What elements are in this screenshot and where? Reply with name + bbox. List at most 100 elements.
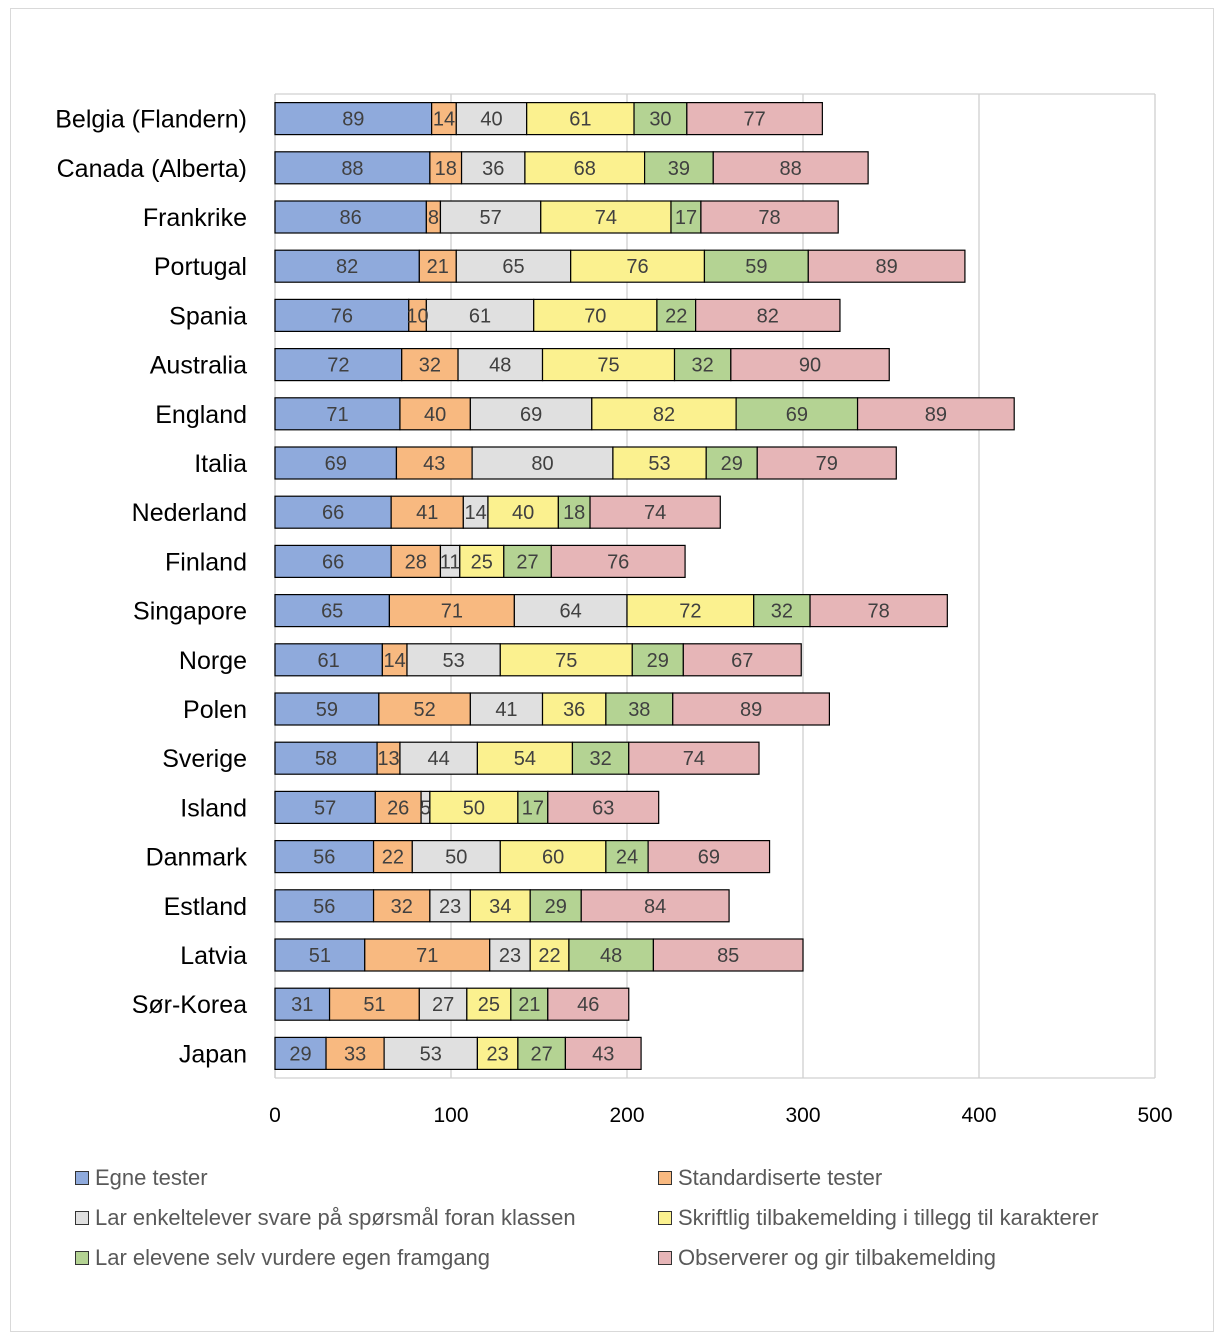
category-label: Sør-Korea	[132, 991, 247, 1019]
data-label: 63	[592, 797, 614, 819]
data-label: 17	[522, 797, 544, 819]
bar-segment	[557, 495, 591, 529]
bar-segment	[631, 643, 684, 677]
legend-label: Lar enkeltelever svare på spørsmål foran…	[95, 1205, 576, 1230]
data-label: 84	[644, 896, 666, 918]
data-label: 32	[771, 601, 793, 623]
category-label: Belgia (Flandern)	[55, 106, 247, 134]
bar-segment	[455, 101, 528, 136]
bar-segment	[383, 1036, 478, 1071]
data-label: 53	[420, 1043, 442, 1065]
legend-label: Skriftlig tilbakemelding i tillegg til k…	[678, 1205, 1099, 1230]
data-label: 32	[391, 896, 413, 918]
data-label: 78	[868, 601, 890, 623]
bar-segment	[809, 593, 948, 628]
bar-segment	[395, 446, 473, 480]
bar-segment	[325, 1036, 385, 1071]
data-label: 78	[758, 207, 780, 229]
bar-segment	[399, 397, 471, 431]
bar-segment	[274, 544, 392, 579]
data-label: 41	[495, 699, 517, 721]
bar-segment	[469, 692, 544, 726]
data-label: 25	[471, 551, 493, 573]
data-label: 71	[326, 404, 348, 426]
category-label: Island	[180, 794, 247, 822]
data-label: 10	[406, 305, 428, 327]
legend-item: Egne tester	[75, 1165, 208, 1191]
bar-segment	[591, 397, 737, 431]
bar-segment	[499, 839, 607, 874]
bar-segment	[274, 643, 383, 677]
bar-segment	[374, 790, 422, 825]
data-label: 69	[698, 847, 720, 869]
data-label: 86	[340, 207, 362, 229]
bar-segment	[682, 643, 802, 677]
data-label: 30	[649, 109, 671, 131]
data-label: 23	[499, 945, 521, 967]
data-label: 59	[745, 256, 767, 278]
data-label: 61	[469, 305, 491, 327]
legend-swatch	[658, 1251, 672, 1265]
data-label: 32	[419, 355, 441, 377]
data-label: 74	[644, 502, 666, 524]
data-label: 89	[342, 109, 364, 131]
bar-segment	[364, 938, 491, 972]
data-label: 41	[416, 502, 438, 524]
legend-label: Standardiserte tester	[678, 1165, 883, 1190]
bar-segment	[503, 544, 552, 579]
legend-label: Observerer og gir tilbakemelding	[678, 1245, 996, 1270]
bar-segment	[670, 200, 702, 234]
bar-segment	[605, 692, 674, 726]
data-label: 65	[321, 601, 343, 623]
bar-segment	[730, 348, 890, 382]
bar-segment	[274, 741, 378, 775]
data-label: 57	[479, 207, 501, 229]
bar-segment	[652, 938, 804, 972]
bar-segment	[476, 741, 574, 775]
data-label: 53	[443, 650, 465, 672]
bar-segment	[753, 593, 811, 628]
bar-segment	[429, 151, 463, 185]
data-label: 29	[647, 650, 669, 672]
bar-segment	[564, 1036, 642, 1071]
data-label: 70	[584, 305, 606, 327]
bar-segment	[476, 1036, 519, 1071]
data-label: 76	[626, 256, 648, 278]
data-label: 27	[432, 994, 454, 1016]
data-label: 53	[648, 453, 670, 475]
data-label: 56	[313, 847, 335, 869]
data-label: 65	[502, 256, 524, 278]
bar-segment	[605, 839, 649, 874]
bar-segment	[580, 889, 730, 923]
bar-segment	[856, 397, 1015, 431]
data-label: 29	[289, 1043, 311, 1065]
bar-segment	[274, 495, 392, 529]
bar-segment	[570, 249, 706, 283]
data-label: 68	[574, 158, 596, 180]
category-label: England	[155, 401, 247, 429]
data-label: 48	[600, 945, 622, 967]
bar-segment	[274, 397, 401, 431]
bar-segment	[526, 101, 635, 136]
data-label: 90	[799, 355, 821, 377]
data-label: 89	[925, 404, 947, 426]
data-label: 25	[478, 994, 500, 1016]
legend-item: Lar enkeltelever svare på spørsmål foran…	[75, 1205, 576, 1231]
data-label: 50	[463, 797, 485, 819]
data-label: 36	[482, 158, 504, 180]
category-label: Australia	[150, 352, 247, 380]
data-label: 14	[433, 109, 455, 131]
data-label: 18	[435, 158, 457, 180]
stacked-bar-chart: 0 100 200 300 400 500 Belgia (Flandern) 89 14 40 6…	[55, 93, 1173, 1127]
bar-segment	[431, 101, 457, 136]
data-label: 80	[531, 453, 553, 475]
bar-segment	[418, 249, 457, 283]
data-label: 38	[628, 699, 650, 721]
data-label: 8	[428, 207, 439, 229]
bar-segment	[274, 790, 376, 825]
category-label: Norge	[179, 647, 247, 675]
legend-item: Lar elevene selv vurdere egen framgang	[75, 1245, 490, 1271]
data-label: 69	[325, 453, 347, 475]
data-label: 21	[518, 994, 540, 1016]
data-label: 22	[382, 847, 404, 869]
